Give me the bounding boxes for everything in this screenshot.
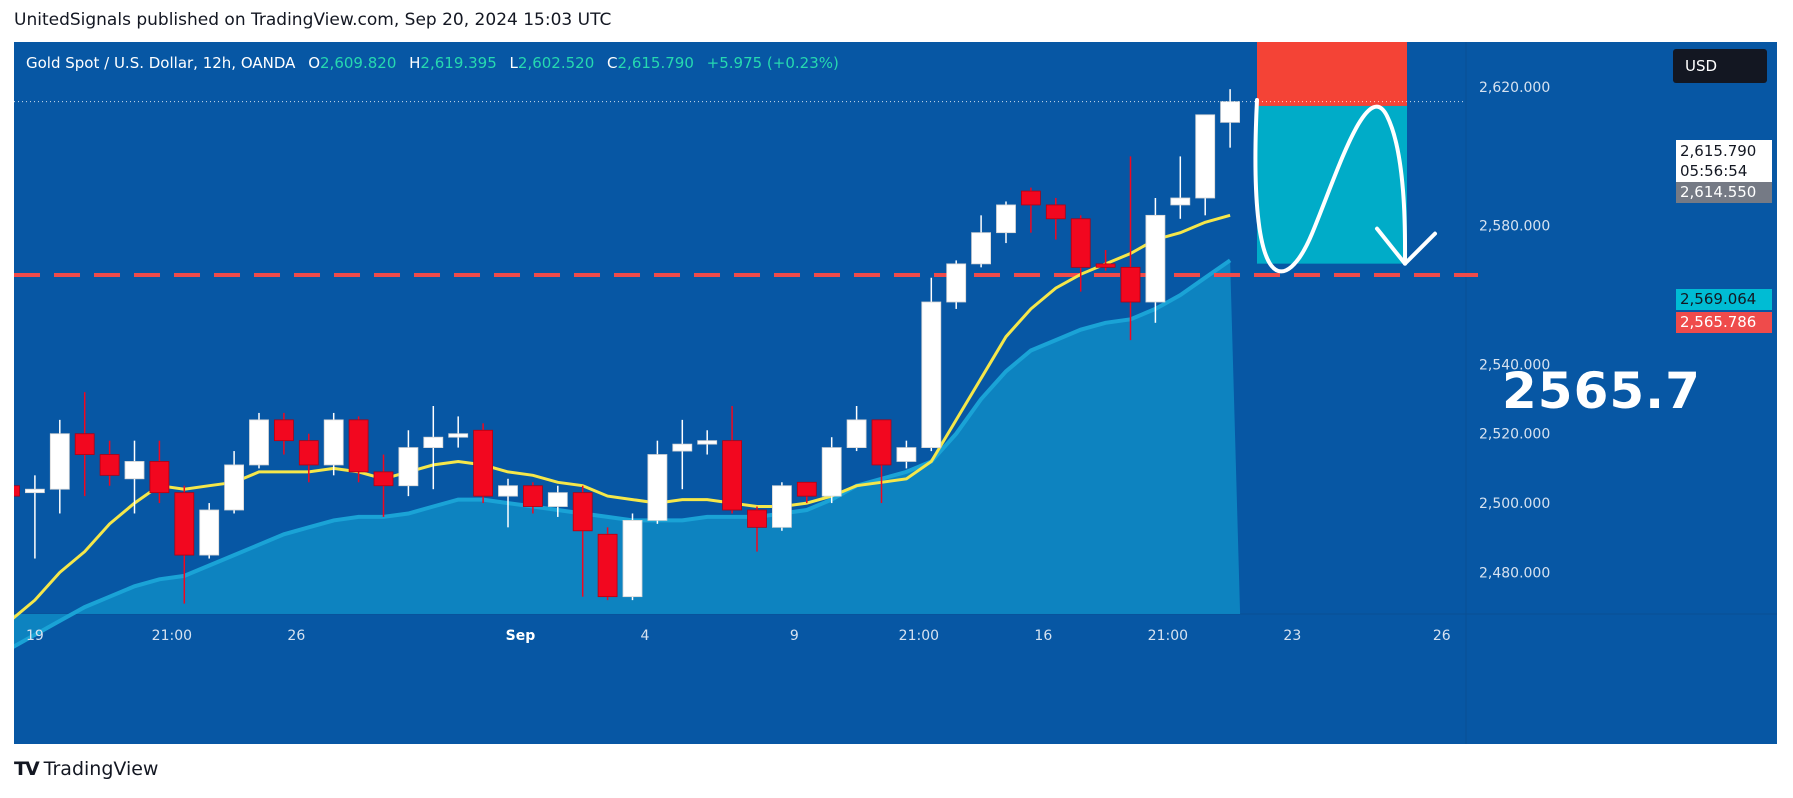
bearish-candle	[348, 419, 369, 473]
bearish-candle	[747, 509, 767, 528]
bullish-candle	[124, 461, 145, 480]
bearish-candle	[1095, 263, 1116, 268]
bullish-candle	[672, 443, 693, 452]
bearish-candle	[373, 471, 394, 487]
bullish-candle	[772, 485, 792, 528]
x-tick-label: 23	[1283, 628, 1301, 644]
bearish-candle	[298, 440, 319, 466]
x-tick-label: 26	[1433, 628, 1451, 644]
bullish-candle	[249, 419, 269, 466]
bullish-candle	[24, 488, 45, 494]
x-tick-label: Sep	[506, 628, 536, 644]
bullish-candle	[547, 492, 568, 507]
bullish-candle	[1170, 197, 1191, 206]
publish-caption: UnitedSignals published on TradingView.c…	[14, 10, 612, 30]
bullish-candle	[398, 447, 419, 487]
target-price-text: 2565.7	[1502, 362, 1701, 420]
down-arrow-icon	[1375, 226, 1437, 266]
bullish-candle	[622, 519, 643, 598]
bullish-candle	[697, 440, 718, 445]
y-tick-label: 2,620.000	[1479, 80, 1550, 96]
tradingview-footer: TV TradingView	[14, 758, 158, 780]
x-tick-label: 21:00	[1148, 628, 1188, 644]
bearish-candle	[1021, 190, 1041, 206]
y-tick-label: 2,540.000	[1479, 357, 1550, 373]
y-tick-label: 2,500.000	[1479, 496, 1550, 512]
bearish-candle	[1120, 266, 1141, 303]
prev-price-tag: 2,614.550	[1676, 182, 1772, 203]
tradingview-brand: TradingView	[43, 758, 159, 780]
x-tick-label: 19	[26, 628, 44, 644]
bullish-candle	[199, 509, 220, 556]
bullish-candle	[921, 301, 942, 449]
bearish-candle	[14, 485, 20, 497]
x-tick-label: 21:00	[152, 628, 192, 644]
bearish-candle	[174, 492, 195, 556]
y-tick-label: 2,520.000	[1479, 427, 1550, 443]
bullish-candle	[49, 433, 70, 490]
bullish-candle	[996, 204, 1016, 234]
area-series-line	[14, 258, 1232, 649]
bullish-candle	[1220, 101, 1240, 123]
area-fill	[14, 260, 1241, 647]
bearish-candle	[74, 433, 95, 455]
last-price-tag: 2,615.790 05:56:54	[1676, 140, 1772, 182]
open-value: 2,609.820	[320, 54, 397, 72]
bearish-candle	[522, 485, 543, 507]
high-value: 2,619.395	[420, 54, 497, 72]
x-tick-label: 4	[640, 628, 649, 644]
bearish-candle	[597, 533, 618, 598]
close-value: 2,615.790	[617, 54, 694, 72]
y-tick-label: 2,580.000	[1479, 219, 1550, 235]
line-price-tag: 2,565.786	[1676, 312, 1772, 333]
x-tick-label: 9	[790, 628, 799, 644]
high-label: H	[409, 54, 421, 72]
y-tick-label: 2,480.000	[1479, 565, 1550, 581]
bullish-candle	[448, 433, 469, 438]
last-price-value: 2,615.790	[1680, 142, 1757, 160]
low-label: L	[509, 54, 518, 72]
bullish-candle	[224, 464, 245, 511]
bullish-candle	[971, 232, 991, 265]
bearish-candle	[572, 492, 593, 532]
bullish-candle	[323, 419, 344, 466]
bearish-candle	[871, 419, 892, 466]
bearish-candle	[273, 419, 294, 442]
bullish-candle	[1145, 214, 1166, 303]
bullish-candle	[498, 485, 518, 497]
bearish-candle	[722, 440, 742, 511]
x-tick-label: 16	[1034, 628, 1052, 644]
tradingview-logo-icon: TV	[14, 758, 40, 780]
projection-curve	[1253, 97, 1408, 274]
bullish-candle	[821, 447, 842, 497]
bar-countdown: 05:56:54	[1680, 162, 1748, 180]
change-value: +5.975 (+0.23%)	[706, 54, 839, 72]
bearish-candle	[149, 461, 170, 494]
bearish-candle	[473, 429, 494, 497]
bullish-candle	[846, 419, 867, 449]
bullish-candle	[946, 263, 967, 303]
bearish-candle	[796, 481, 817, 497]
bullish-candle	[423, 436, 444, 449]
low-value: 2,602.520	[517, 54, 595, 72]
bullish-candle	[896, 447, 917, 462]
ohlc-legend: Gold Spot / U.S. Dollar, 12h, OANDA O2,6…	[26, 54, 839, 72]
moving-average-line	[14, 213, 1231, 620]
bearish-candle	[1045, 204, 1066, 220]
ma-value-tag: 2,569.064	[1676, 289, 1772, 310]
open-label: O	[308, 54, 321, 72]
x-tick-label: 21:00	[899, 628, 939, 644]
x-tick-label: 26	[287, 628, 305, 644]
bearish-candle	[99, 454, 120, 476]
currency-button[interactable]: USD	[1673, 49, 1767, 83]
symbol-label[interactable]: Gold Spot / U.S. Dollar, 12h, OANDA	[26, 54, 296, 72]
bullish-candle	[647, 454, 668, 521]
bearish-candle	[1070, 218, 1091, 268]
bullish-candle	[1195, 114, 1216, 199]
stop-loss-zone	[1257, 42, 1407, 106]
chart-frame[interactable]: 2,620.000 2,580.000 2,540.000 2,520.000 2,50…	[14, 42, 1777, 744]
close-label: C	[607, 54, 618, 72]
